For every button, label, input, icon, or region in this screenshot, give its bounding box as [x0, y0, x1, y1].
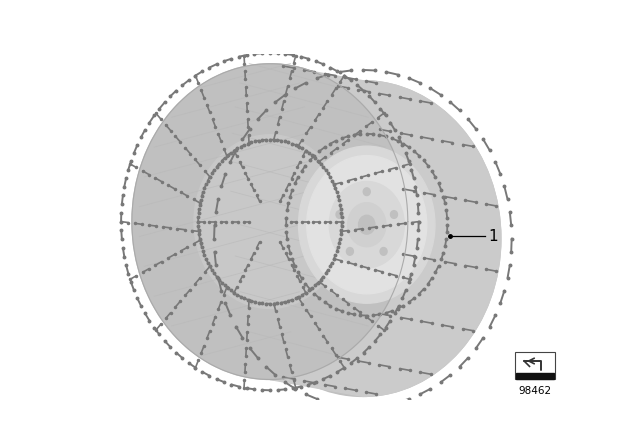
Text: 1: 1 — [488, 229, 498, 244]
Ellipse shape — [346, 248, 353, 255]
Bar — [515, 352, 555, 379]
Ellipse shape — [388, 208, 400, 221]
Ellipse shape — [390, 211, 397, 218]
Ellipse shape — [378, 245, 389, 258]
Ellipse shape — [358, 215, 375, 234]
Bar — [516, 373, 554, 379]
Ellipse shape — [225, 81, 501, 396]
Ellipse shape — [344, 245, 356, 258]
Ellipse shape — [380, 248, 387, 255]
Ellipse shape — [333, 208, 346, 221]
Ellipse shape — [298, 146, 435, 303]
Ellipse shape — [307, 155, 427, 294]
Ellipse shape — [132, 64, 408, 379]
Ellipse shape — [364, 188, 370, 196]
Ellipse shape — [194, 135, 346, 308]
Ellipse shape — [348, 202, 386, 247]
Ellipse shape — [336, 211, 343, 218]
Ellipse shape — [329, 181, 404, 268]
Polygon shape — [270, 64, 501, 396]
Ellipse shape — [361, 185, 372, 198]
Text: 98462: 98462 — [518, 386, 552, 396]
